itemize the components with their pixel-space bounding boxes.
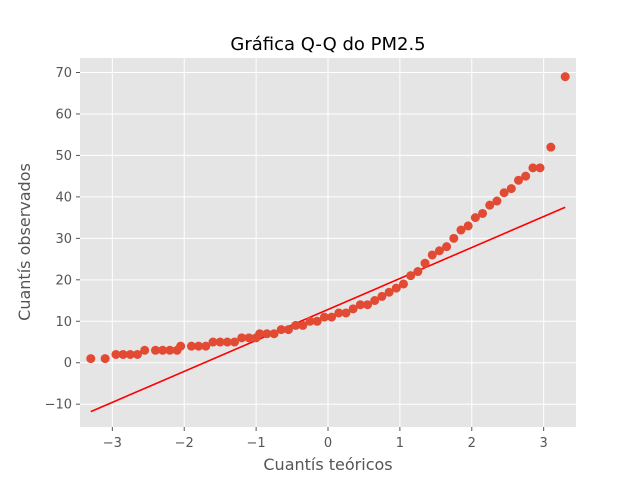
data-point-2 [111, 349, 121, 359]
data-point-39 [377, 291, 387, 301]
y-tick-label-0: −10 [45, 398, 72, 413]
data-point-46 [427, 250, 437, 260]
data-point-17 [222, 337, 232, 347]
data-point-7 [150, 345, 160, 355]
data-point-41 [391, 283, 401, 293]
data-point-47 [434, 246, 444, 256]
x-tick-label-0: −3 [103, 436, 122, 451]
y-tick-label-3: 20 [55, 273, 72, 288]
data-point-27 [291, 320, 301, 330]
data-point-35 [348, 304, 358, 314]
data-point-44 [413, 267, 423, 277]
data-point-25 [276, 325, 286, 335]
y-tick-label-6: 50 [55, 149, 72, 164]
data-point-57 [506, 184, 516, 194]
x-tick-label-4: 1 [396, 436, 404, 451]
data-point-49 [449, 233, 459, 243]
data-point-53 [478, 208, 488, 218]
x-tick-label-2: −1 [247, 436, 266, 451]
data-point-4 [125, 349, 135, 359]
data-point-14 [201, 341, 211, 351]
y-tick-label-8: 70 [55, 66, 72, 81]
data-point-20 [244, 333, 254, 343]
data-point-55 [492, 196, 502, 206]
x-axis-label: Cuantís teóricos [263, 455, 392, 474]
data-point-61 [535, 163, 545, 173]
data-point-54 [485, 200, 495, 210]
data-point-26 [283, 325, 293, 335]
data-point-62 [546, 142, 556, 152]
data-point-5 [133, 349, 143, 359]
data-point-8 [158, 345, 168, 355]
chart-title: Gráfica Q-Q do PM2.5 [230, 34, 425, 55]
data-point-34 [341, 308, 351, 318]
data-point-48 [442, 242, 452, 252]
y-axis-label: Cuantís observados [15, 163, 34, 321]
data-point-0 [86, 354, 96, 364]
fit-line-group [90, 206, 566, 413]
y-tick-label-1: 0 [64, 356, 72, 371]
data-point-6 [140, 345, 150, 355]
x-tick-label-5: 2 [468, 436, 476, 451]
grid [80, 58, 576, 427]
data-point-51 [463, 221, 473, 231]
y-axis-ticks: −10 0 10 20 30 40 50 60 70 [45, 66, 80, 413]
data-point-16 [215, 337, 225, 347]
x-tick-label-1: −2 [175, 436, 194, 451]
data-point-38 [370, 296, 380, 306]
data-point-43 [406, 271, 416, 281]
data-point-30 [312, 316, 322, 326]
fit-line [90, 206, 566, 413]
data-point-15 [208, 337, 218, 347]
data-point-23 [262, 329, 272, 339]
data-point-45 [420, 258, 430, 268]
data-point-60 [528, 163, 538, 173]
data-point-36 [355, 300, 365, 310]
x-tick-label-6: 3 [540, 436, 548, 451]
data-point-40 [384, 287, 394, 297]
data-point-37 [363, 300, 373, 310]
data-point-1 [100, 354, 110, 364]
data-point-3 [118, 349, 128, 359]
y-tick-label-5: 40 [55, 190, 72, 205]
data-points [86, 72, 570, 364]
data-point-28 [298, 320, 308, 330]
data-point-19 [237, 333, 247, 343]
y-tick-label-7: 60 [55, 107, 72, 122]
data-point-32 [327, 312, 337, 322]
y-tick-label-4: 30 [55, 232, 72, 247]
data-point-58 [513, 175, 523, 185]
data-point-18 [230, 337, 240, 347]
data-point-42 [398, 279, 408, 289]
data-point-33 [334, 308, 344, 318]
data-point-9 [165, 345, 175, 355]
x-tick-label-3: 0 [324, 436, 332, 451]
data-point-24 [269, 329, 279, 339]
data-point-50 [456, 225, 466, 235]
data-point-63 [560, 72, 570, 82]
data-point-52 [470, 213, 480, 223]
data-point-12 [186, 341, 196, 351]
data-point-13 [194, 341, 204, 351]
data-point-29 [305, 316, 315, 326]
data-point-22 [255, 329, 265, 339]
data-point-31 [319, 312, 329, 322]
data-point-56 [499, 188, 509, 198]
y-tick-label-2: 10 [55, 315, 72, 330]
data-point-59 [521, 171, 531, 181]
data-point-11 [176, 341, 186, 351]
x-axis-ticks: −3 −2 −1 0 1 2 3 [103, 427, 548, 451]
